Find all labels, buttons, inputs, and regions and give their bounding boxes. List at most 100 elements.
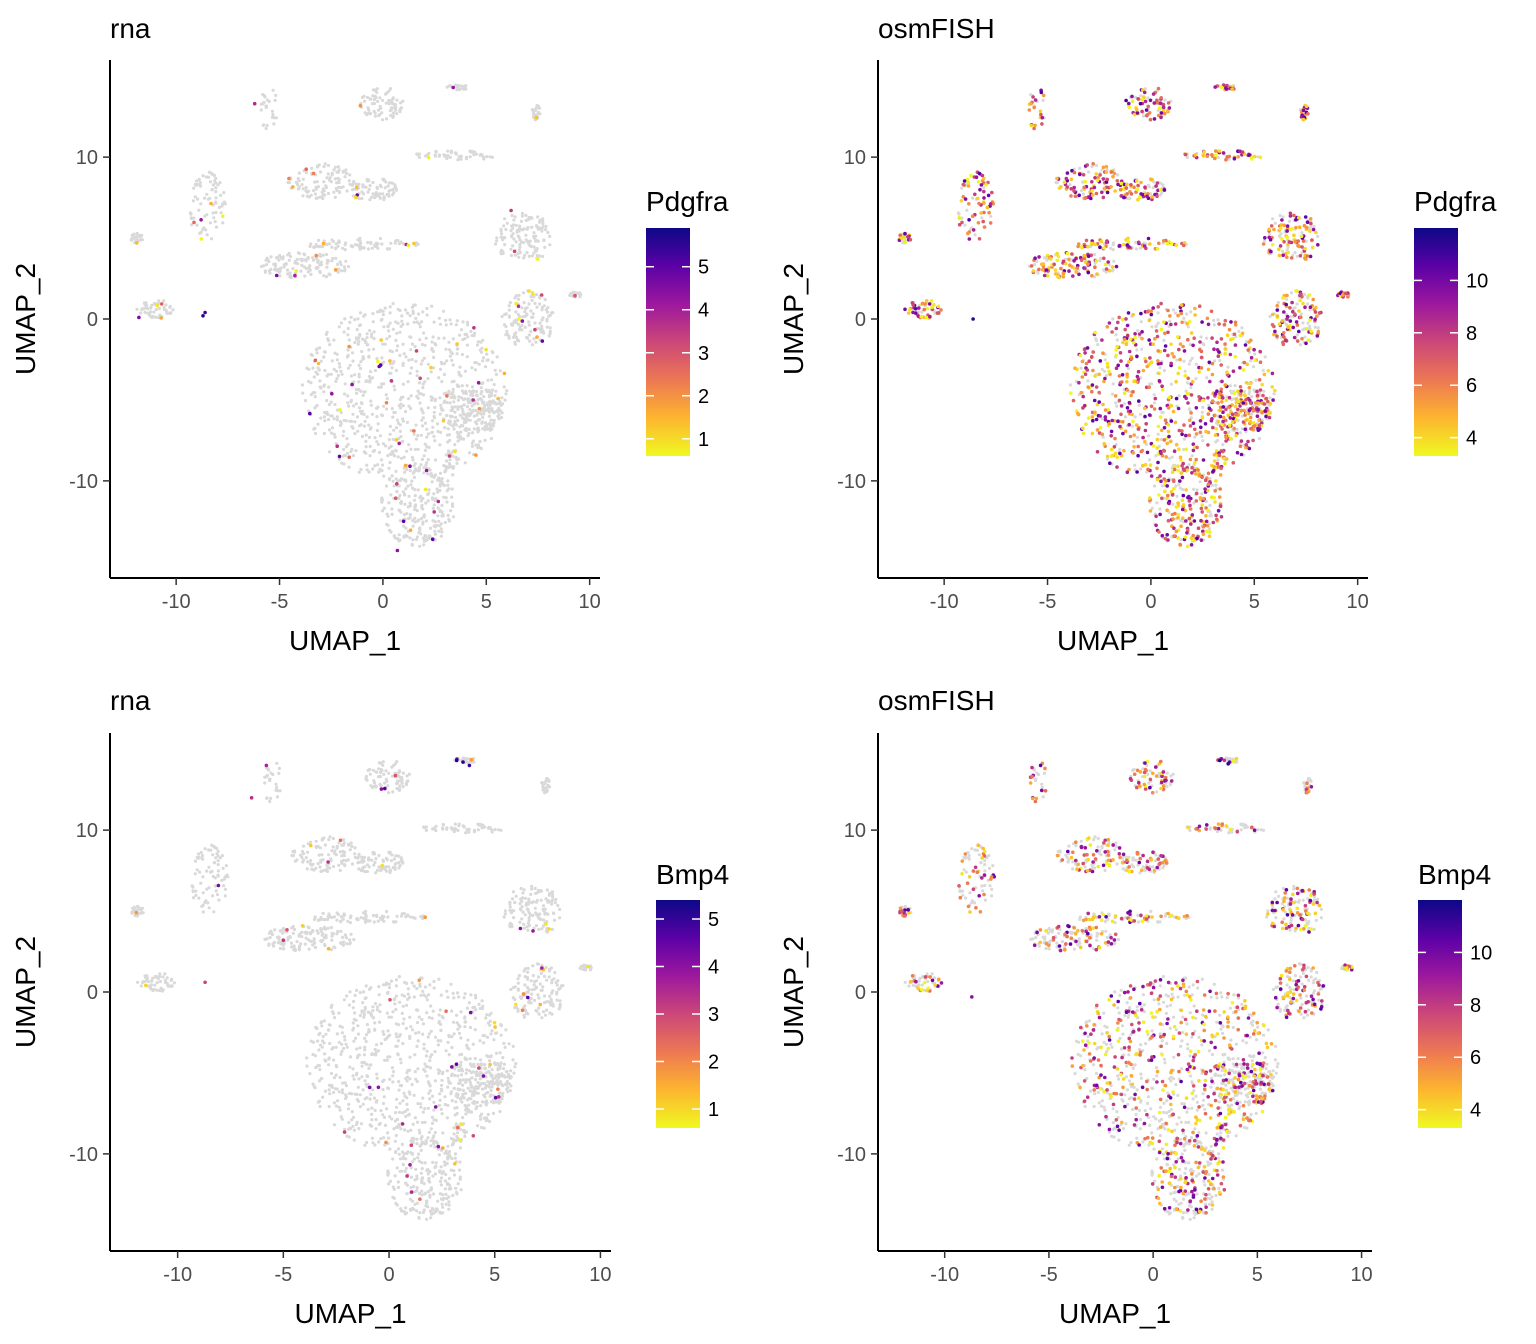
cell-point bbox=[313, 180, 317, 184]
cell-point bbox=[214, 225, 219, 229]
expressing-cell-point bbox=[1222, 322, 1227, 327]
cell-point bbox=[1178, 486, 1183, 490]
cell-point bbox=[154, 315, 158, 319]
cell-point bbox=[550, 311, 554, 315]
cell-point bbox=[351, 1021, 355, 1025]
cell-point bbox=[394, 320, 398, 324]
cell-point bbox=[439, 527, 443, 531]
cell-point bbox=[1208, 503, 1212, 508]
cell-point bbox=[487, 414, 491, 418]
cell-point bbox=[434, 150, 438, 154]
cell-point bbox=[442, 362, 446, 366]
cell-point bbox=[474, 361, 478, 365]
colorbar-tick-label: 8 bbox=[1466, 323, 1477, 345]
cell-point bbox=[261, 123, 265, 127]
expressing-cell-point bbox=[1223, 461, 1227, 466]
expressing-cell-point bbox=[1282, 331, 1286, 335]
expressing-cell-point bbox=[1159, 428, 1164, 433]
expressing-cell-point bbox=[321, 241, 326, 246]
cell-point bbox=[157, 299, 161, 303]
expressing-cell-point bbox=[1184, 488, 1188, 492]
cell-point bbox=[480, 382, 484, 386]
cell-point bbox=[412, 995, 416, 999]
cell-point bbox=[291, 267, 295, 271]
cell-point bbox=[485, 427, 490, 431]
expressing-cell-point bbox=[1155, 334, 1160, 339]
cell-point bbox=[305, 366, 309, 370]
cell-point bbox=[316, 259, 320, 263]
expressing-cell-point bbox=[1179, 471, 1184, 475]
cell-point bbox=[541, 217, 545, 221]
cell-point bbox=[530, 225, 534, 229]
cell-point bbox=[444, 496, 448, 500]
expressing-cell-point bbox=[1094, 259, 1099, 263]
cell-point bbox=[418, 544, 422, 548]
expressing-cell-point bbox=[1081, 426, 1085, 431]
cell-point bbox=[339, 422, 343, 426]
cell-point bbox=[1114, 333, 1118, 337]
expressing-cell-point bbox=[1217, 350, 1221, 354]
expressing-cell-point bbox=[1068, 391, 1073, 395]
cell-point bbox=[420, 1120, 424, 1125]
expressing-cell-point bbox=[1214, 479, 1218, 483]
cell-point bbox=[447, 389, 451, 393]
cell-point bbox=[1188, 342, 1192, 347]
cell-point bbox=[330, 431, 334, 435]
cell-point bbox=[389, 371, 393, 375]
expressing-cell-point bbox=[1281, 334, 1286, 339]
expressing-cell-point bbox=[1109, 170, 1114, 174]
expressing-cell-point bbox=[1174, 396, 1179, 401]
expressing-cell-point bbox=[1100, 338, 1104, 342]
expressing-cell-point bbox=[1107, 369, 1111, 374]
cell-point bbox=[354, 387, 358, 392]
expressing-cell-point bbox=[1221, 151, 1226, 155]
cell-point bbox=[388, 432, 392, 436]
expressing-cell-point bbox=[354, 185, 359, 190]
expressing-cell-point bbox=[1130, 99, 1135, 103]
expressing-cell-point bbox=[1125, 363, 1129, 368]
cell-point bbox=[315, 347, 319, 351]
cell-point bbox=[470, 366, 474, 370]
cell-point bbox=[434, 1118, 438, 1122]
cell-point bbox=[354, 449, 358, 453]
expressing-cell-point bbox=[1272, 332, 1276, 337]
expressing-cell-point bbox=[1033, 256, 1037, 261]
cell-point bbox=[389, 1015, 393, 1019]
cell-point bbox=[335, 415, 339, 419]
cell-point bbox=[380, 356, 384, 360]
x-tick-label: 10 bbox=[1347, 591, 1369, 613]
cell-point bbox=[1216, 318, 1220, 322]
expressing-cell-point bbox=[1219, 515, 1224, 519]
cell-point bbox=[466, 398, 470, 402]
expressing-cell-point bbox=[1102, 186, 1107, 191]
cell-point bbox=[354, 1036, 358, 1040]
cell-point bbox=[513, 335, 518, 339]
expressing-cell-point bbox=[313, 358, 318, 363]
cell-point bbox=[343, 175, 347, 179]
cell-point bbox=[382, 325, 386, 329]
cell-point bbox=[518, 243, 522, 247]
expressing-cell-point bbox=[980, 173, 985, 178]
cell-point bbox=[460, 407, 464, 412]
expressing-cell-point bbox=[1135, 187, 1139, 192]
cell-point bbox=[168, 304, 172, 308]
expressing-cell-point bbox=[1206, 322, 1211, 327]
cell-point bbox=[470, 441, 474, 445]
cell-point bbox=[373, 1108, 377, 1112]
expressing-cell-point bbox=[1306, 338, 1311, 342]
cell-point bbox=[367, 111, 371, 115]
cell-point bbox=[487, 1013, 491, 1017]
expressing-cell-point bbox=[1182, 243, 1186, 248]
cell-point bbox=[372, 97, 376, 102]
expressing-cell-point bbox=[1162, 111, 1167, 116]
expressing-cell-point bbox=[1223, 347, 1228, 351]
cell-point bbox=[448, 354, 452, 358]
cell-point bbox=[332, 1058, 336, 1062]
cell-point bbox=[351, 194, 355, 198]
expressing-cell-point bbox=[1148, 463, 1153, 467]
expressing-cell-point bbox=[455, 342, 459, 346]
cell-point bbox=[139, 311, 143, 315]
cell-point bbox=[375, 1076, 379, 1080]
cell-point bbox=[193, 182, 197, 187]
cell-point bbox=[294, 180, 298, 184]
